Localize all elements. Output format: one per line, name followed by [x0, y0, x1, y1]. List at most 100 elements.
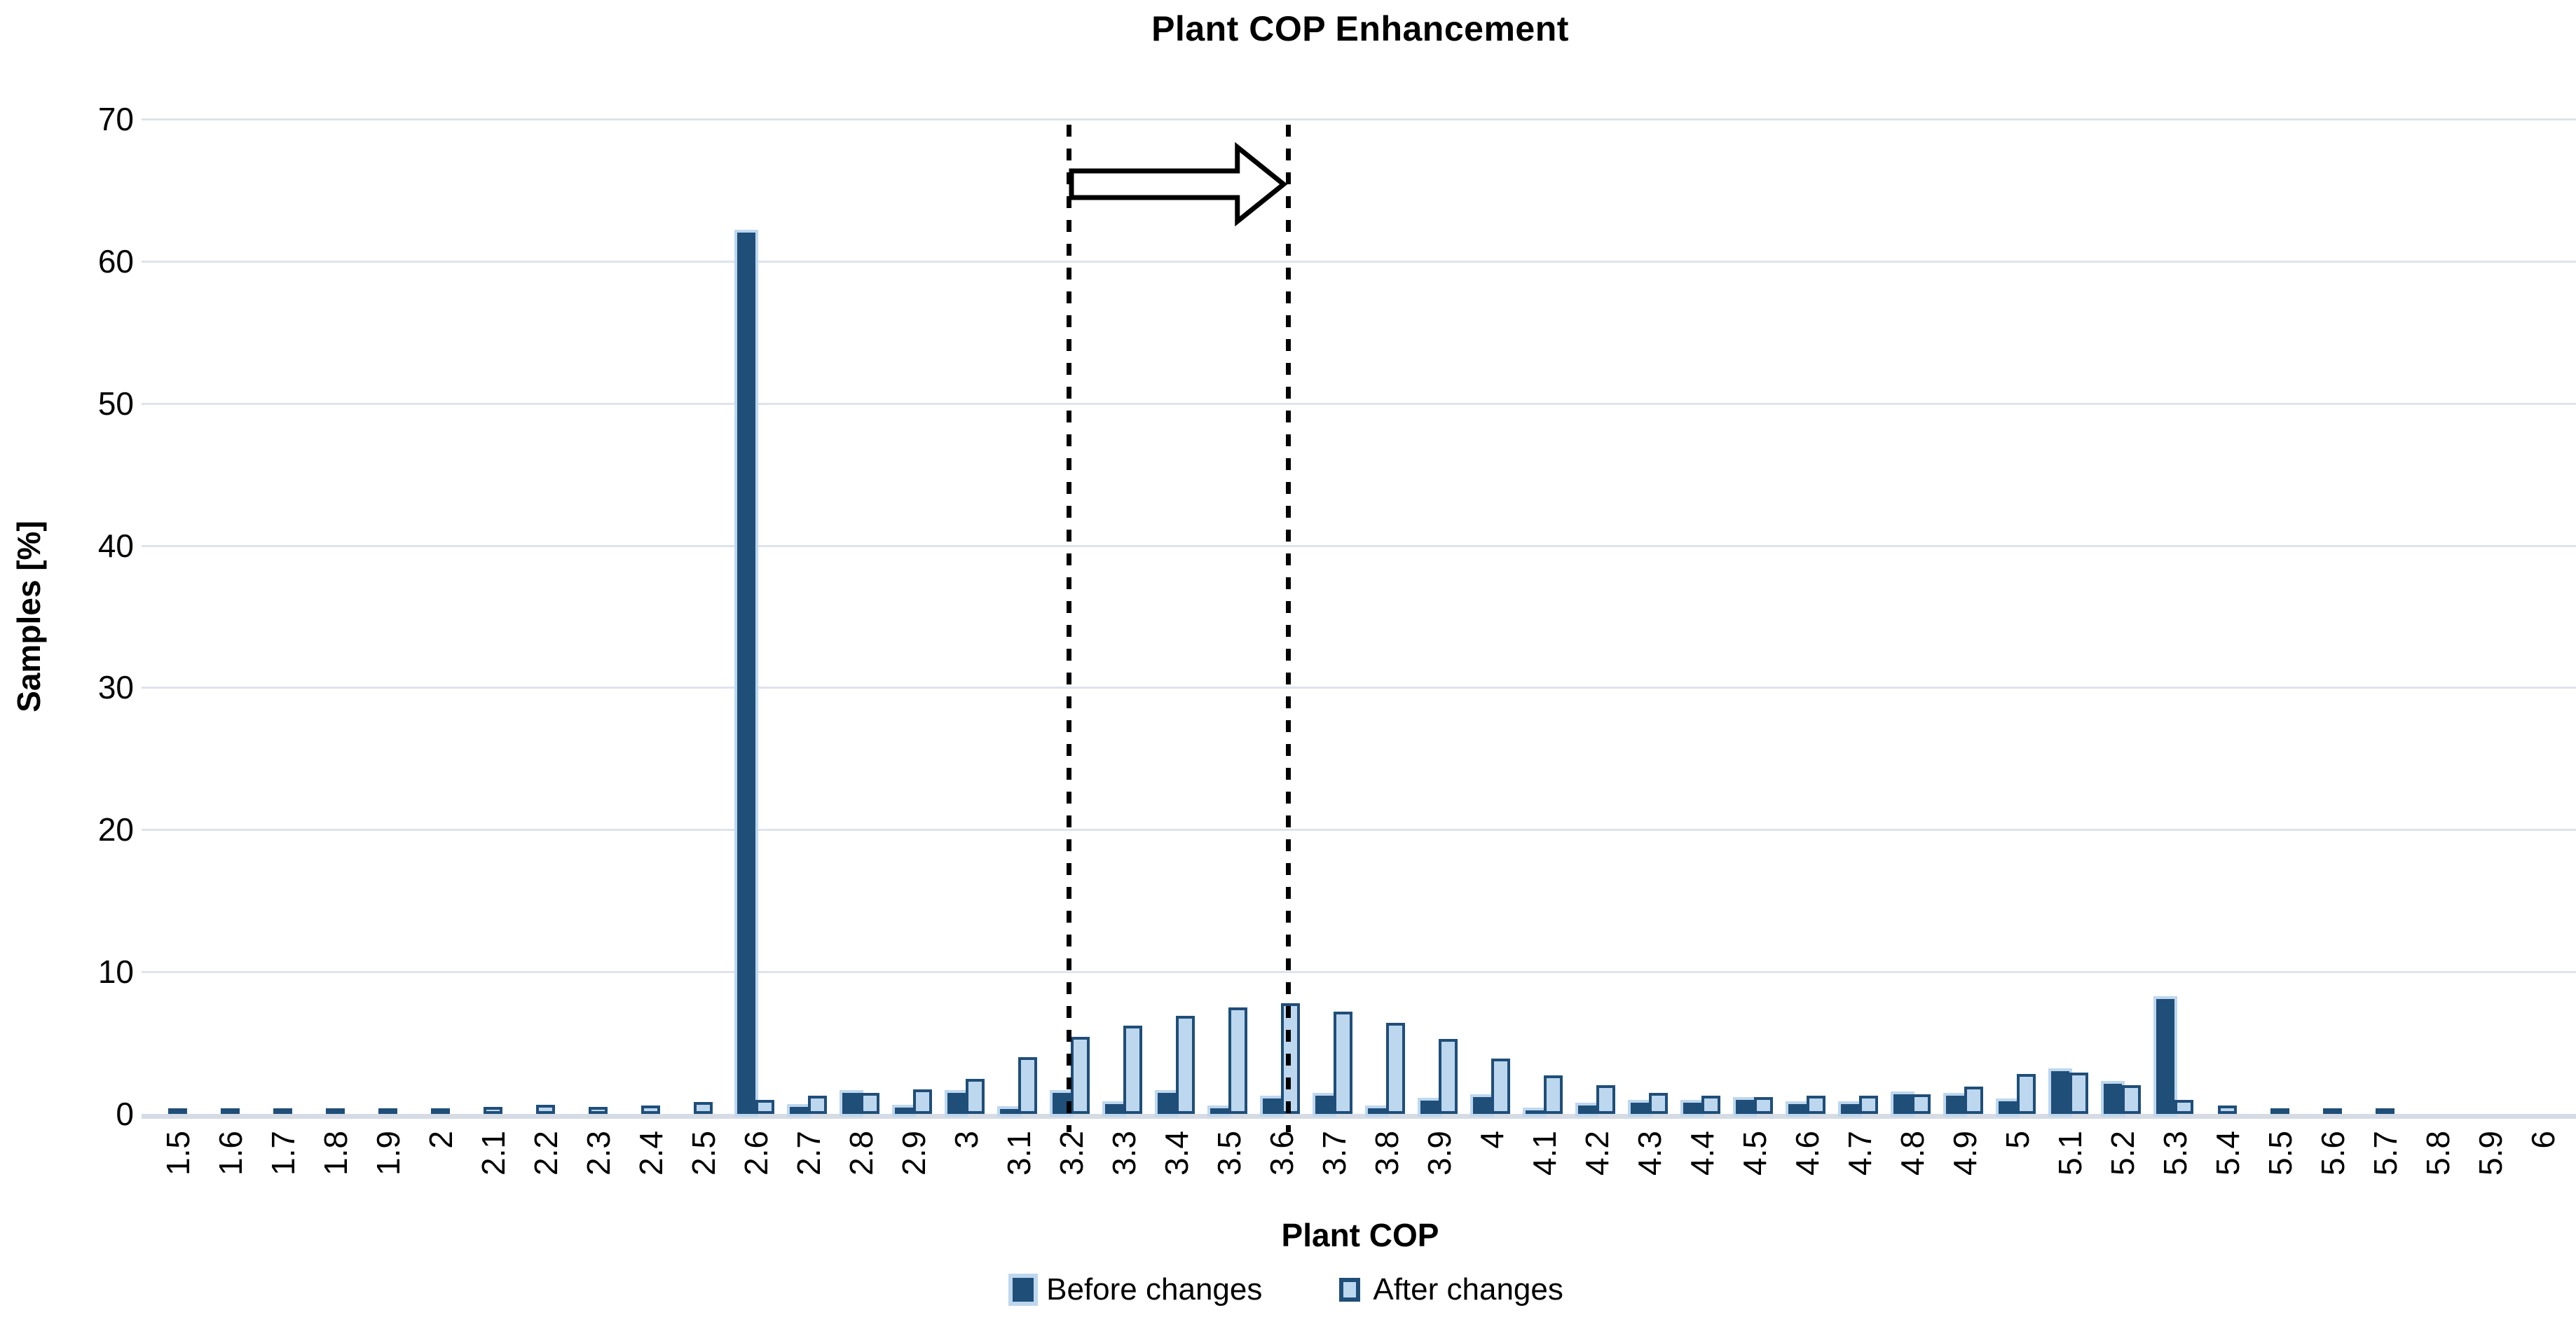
bar-group: [1781, 119, 1833, 1117]
x-tick-label: 3.4: [1158, 1131, 1195, 1176]
bar-after-changes: [1018, 1056, 1037, 1114]
bar-after-changes: [2270, 1108, 2289, 1114]
bar-group: [1623, 119, 1676, 1117]
x-tick-label: 3.9: [1420, 1131, 1458, 1176]
bar-after-changes: [273, 1108, 292, 1114]
x-tick-label: 2: [422, 1131, 459, 1149]
bar-after-changes: [1912, 1094, 1931, 1114]
bar-group: [1728, 119, 1781, 1117]
x-tick-label: 1.5: [159, 1131, 196, 1176]
bar-after-changes: [1964, 1087, 1983, 1114]
bar-before-changes: [1628, 1099, 1652, 1117]
bar-after-changes: [2218, 1105, 2237, 1114]
bar-before-changes: [1470, 1094, 1494, 1117]
x-tick-label: 2.1: [474, 1131, 512, 1176]
bar-before-changes: [734, 230, 758, 1117]
bar-after-changes: [1123, 1026, 1142, 1114]
bar-before-changes: [1313, 1092, 1336, 1117]
x-tick-label: 5.5: [2261, 1131, 2298, 1176]
x-tick-label: 1.6: [212, 1131, 249, 1176]
bar-group: [572, 119, 624, 1114]
x-tick-label: 2.6: [737, 1131, 774, 1176]
x-tick-label: 5.8: [2419, 1131, 2456, 1176]
legend-label-after: After changes: [1373, 1272, 1563, 1307]
x-tick-label: 5.3: [2156, 1131, 2193, 1176]
bar-before-changes: [1260, 1095, 1284, 1117]
bar-group: [204, 119, 256, 1114]
legend-item-before: Before changes: [1008, 1272, 1263, 1307]
bar-before-changes: [1523, 1108, 1547, 1117]
bar-after-changes: [221, 1108, 240, 1114]
gridline: [142, 687, 2576, 689]
bar-group: [1991, 119, 2043, 1117]
x-tick-label: 2.5: [685, 1131, 722, 1176]
bar-before-changes: [2101, 1081, 2125, 1117]
bar-group: [151, 119, 204, 1114]
legend-item-after: After changes: [1339, 1272, 1563, 1307]
bar-group: [940, 119, 992, 1117]
bar-group: [2254, 119, 2306, 1114]
bar-before-changes: [1155, 1089, 1179, 1117]
bar-after-changes: [2017, 1074, 2036, 1114]
gridline: [142, 260, 2576, 263]
bar-after-changes: [694, 1101, 713, 1114]
bar-after-changes: [431, 1108, 450, 1114]
x-tick-label: 2.3: [580, 1131, 617, 1176]
bar-group: [1097, 119, 1150, 1117]
bar-after-changes: [861, 1092, 879, 1114]
bar-after-changes: [808, 1095, 827, 1114]
x-tick-label: 2.8: [842, 1131, 879, 1176]
bar-before-changes: [1996, 1098, 2020, 1117]
bar-group: [1833, 119, 1886, 1117]
bar-group: [309, 119, 362, 1114]
x-tick-label: 2.4: [632, 1131, 669, 1176]
legend: Before changes After changes: [0, 1272, 2576, 1307]
x-tick-label: 5.2: [2104, 1131, 2141, 1176]
x-tick-label: 3.6: [1263, 1131, 1300, 1176]
bar-after-changes: [1228, 1007, 1247, 1114]
bar-after-changes: [536, 1104, 555, 1114]
bar-group: [2306, 119, 2359, 1114]
bar-after-changes: [1754, 1096, 1773, 1114]
y-tick-label: 50: [97, 385, 134, 422]
x-tick-label: 1.9: [369, 1131, 406, 1176]
bar-before-changes: [840, 1089, 863, 1117]
bar-after-changes: [1596, 1085, 1615, 1114]
x-tick-label: 1.8: [317, 1131, 354, 1176]
bar-before-changes: [945, 1089, 968, 1117]
x-tick-label: 3.5: [1210, 1131, 1247, 1176]
bar-after-changes: [2323, 1108, 2342, 1114]
x-tick-label: 4.1: [1526, 1131, 1563, 1176]
bar-before-changes: [1365, 1105, 1389, 1117]
bar-group: [835, 119, 887, 1117]
gridline: [142, 402, 2576, 405]
x-tick-label: 5.4: [2209, 1131, 2246, 1176]
bar-after-changes: [1701, 1095, 1720, 1114]
y-tick-label: 20: [97, 811, 134, 848]
bar-before-changes: [1575, 1102, 1599, 1117]
x-tick-label: 3.3: [1105, 1131, 1142, 1176]
bar-group: [1570, 119, 1623, 1117]
y-tick-label: 30: [97, 669, 134, 706]
bar-group: [1518, 119, 1570, 1117]
x-tick-label: 4.6: [1788, 1131, 1825, 1176]
x-tick-label: 5.6: [2314, 1131, 2351, 1176]
legend-label-before: Before changes: [1046, 1272, 1263, 1307]
gridline: [142, 544, 2576, 547]
bar-after-changes: [1491, 1058, 1510, 1114]
bar-before-changes: [1733, 1096, 1757, 1117]
bar-group: [2149, 119, 2201, 1117]
bar-group: [2043, 119, 2096, 1117]
bar-group: [624, 119, 677, 1114]
gridline: [142, 118, 2576, 120]
x-tick-label: 3.1: [1000, 1131, 1037, 1176]
bar-after-changes: [1071, 1037, 1090, 1114]
y-tick-label: 0: [116, 1096, 134, 1132]
x-tick-label: 5.9: [2472, 1131, 2509, 1176]
bar-group: [414, 119, 467, 1114]
bar-group: [887, 119, 940, 1117]
x-tick-label: 4.2: [1578, 1131, 1615, 1176]
x-tick-label: 4.7: [1841, 1131, 1878, 1176]
bar-after-changes: [1281, 1003, 1300, 1114]
